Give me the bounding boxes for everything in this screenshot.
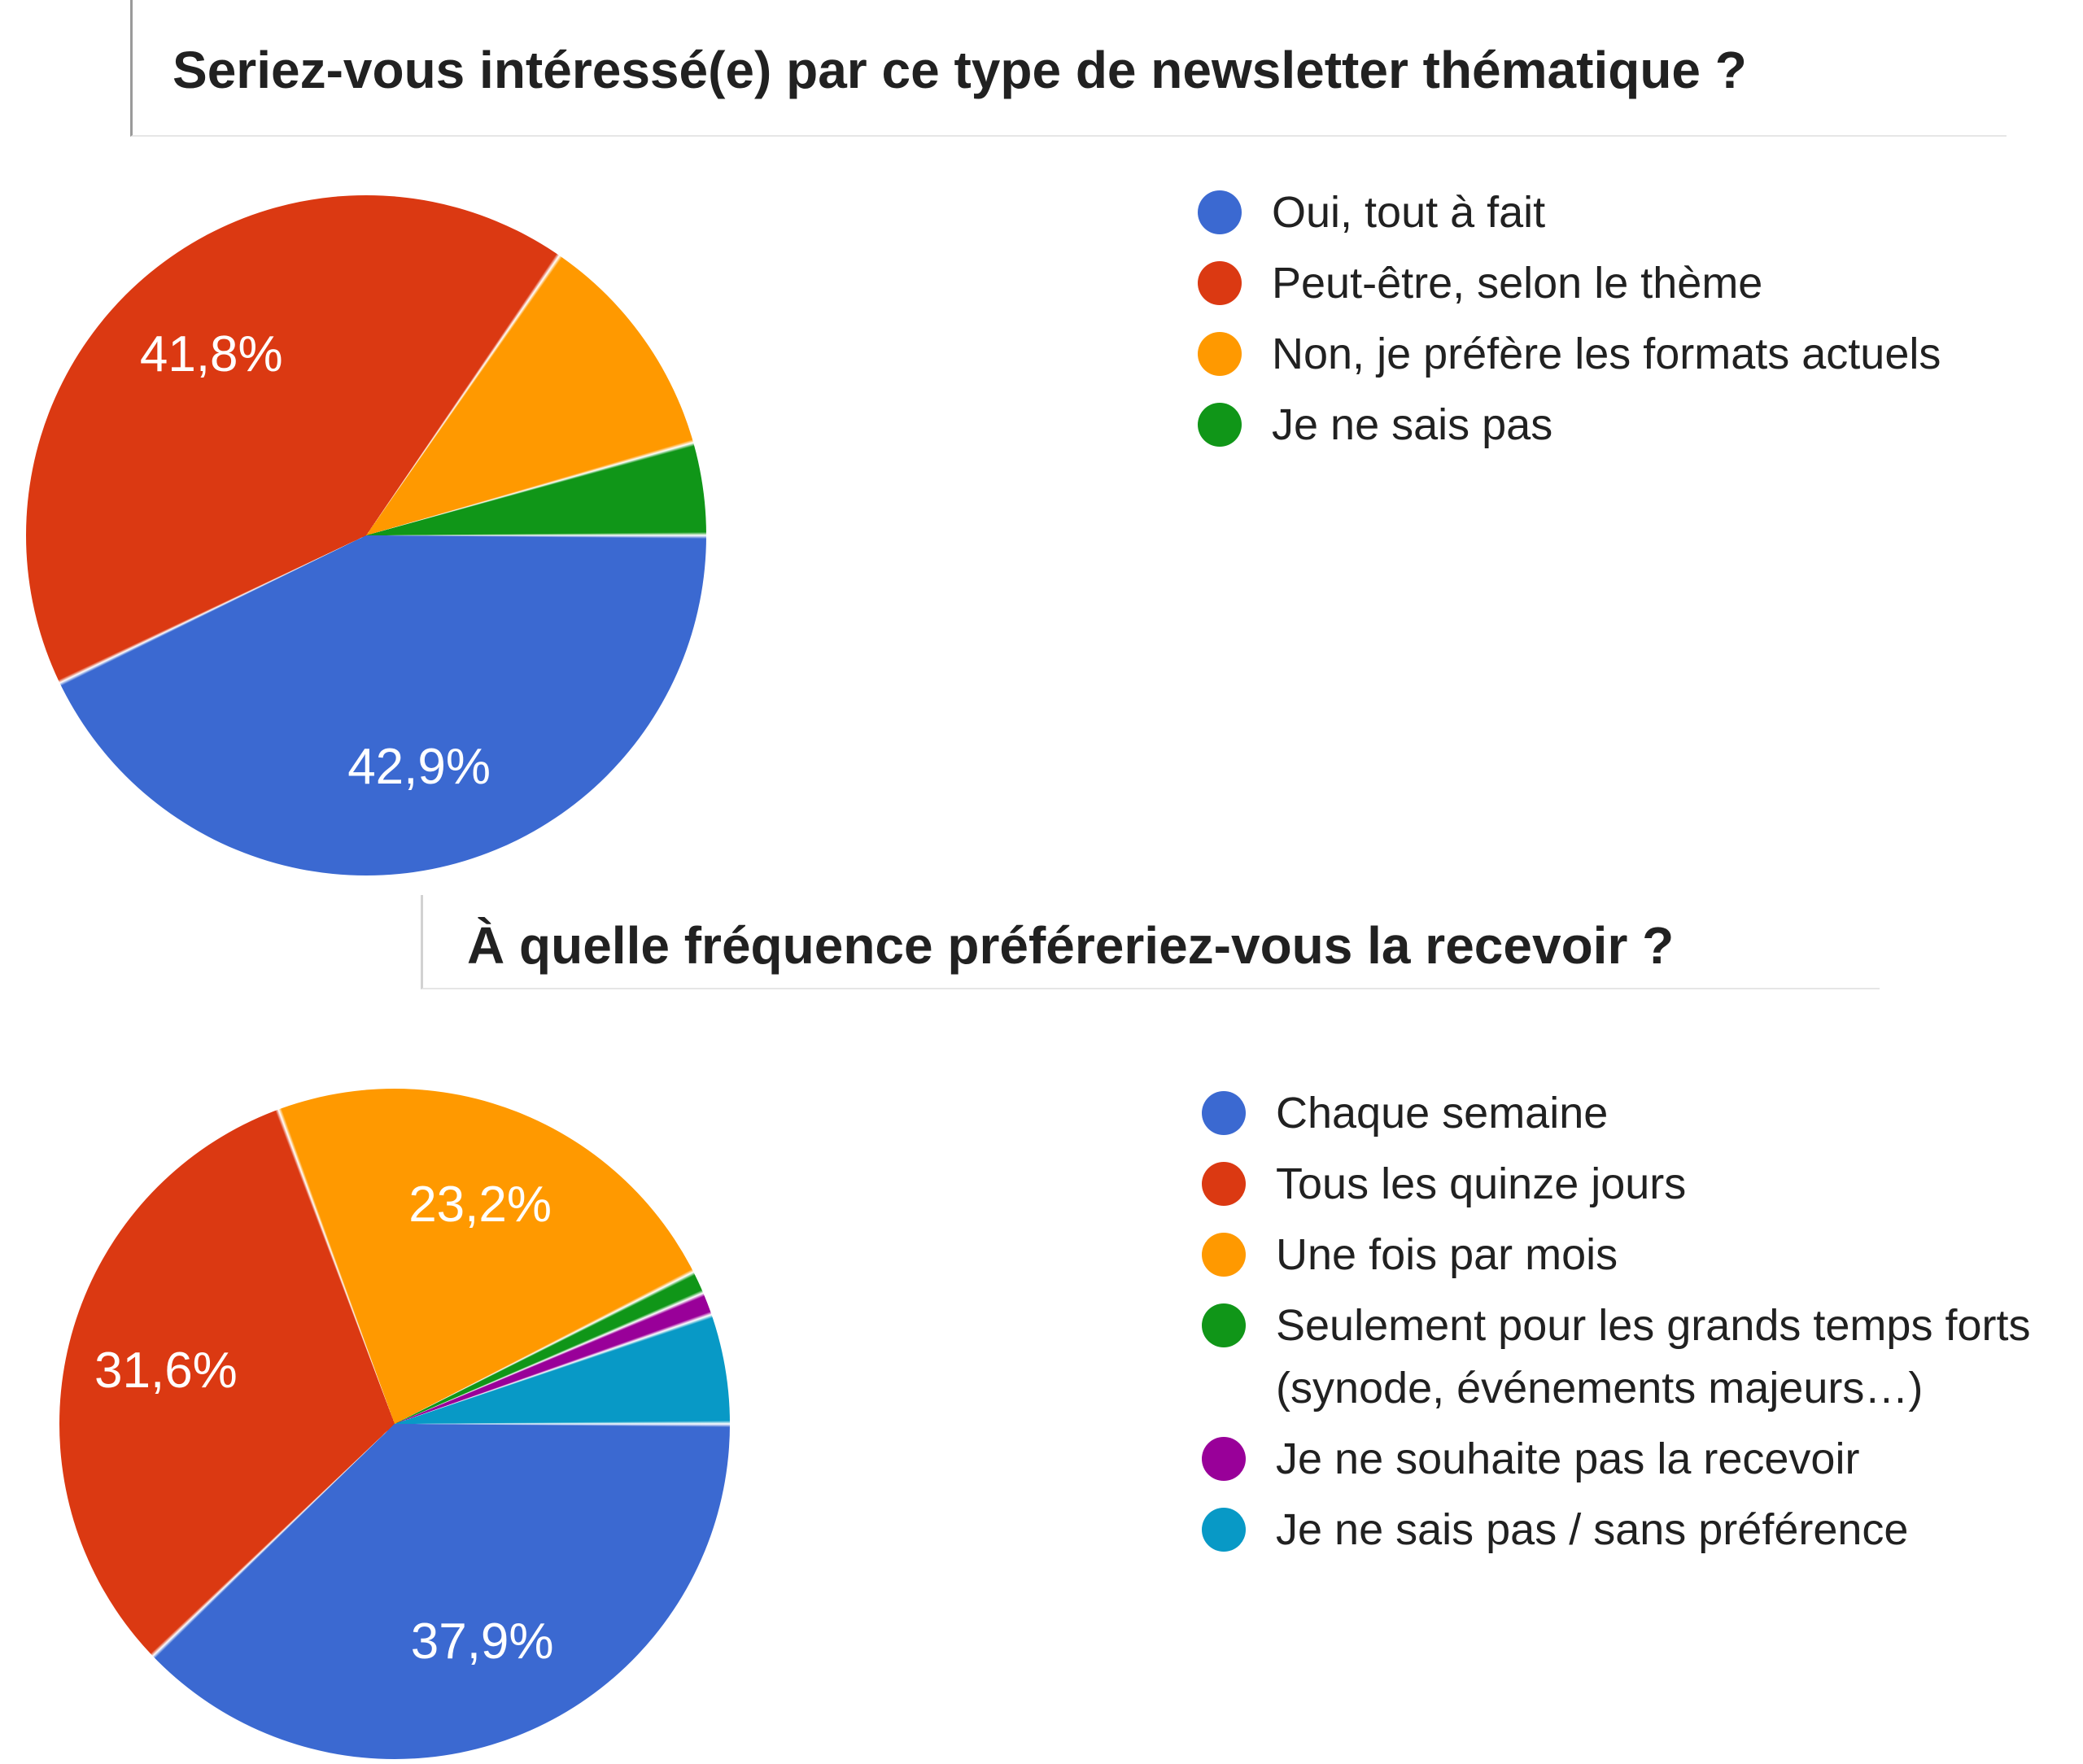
blue-swatch-icon <box>1198 190 1242 234</box>
blue-swatch-icon <box>1202 1091 1246 1135</box>
pie-chart-1[interactable] <box>26 195 706 875</box>
question-title-2: À quelle fréquence préféreriez-vous la r… <box>467 916 1675 975</box>
legend-item: Seulement pour les grands temps forts (sy… <box>1202 1302 2030 1412</box>
legend-label: Je ne sais pas <box>1272 400 1553 449</box>
legend-label: Chaque semaine <box>1276 1089 1609 1137</box>
legend-item: Chaque semaine <box>1202 1089 2030 1137</box>
legend-item: Une fois par mois <box>1202 1231 2030 1278</box>
legend-2: Chaque semaine Tous les quinze jours Une f… <box>1202 1089 2030 1577</box>
legend-label: Une fois par mois <box>1276 1230 1618 1279</box>
legend-label: Tous les quinze jours <box>1276 1159 1687 1208</box>
legend-item: Non, je préfère les formats actuels <box>1198 330 1941 378</box>
legend-label: Je ne sais pas / sans préférence <box>1276 1505 1909 1554</box>
question-title-1: Seriez-vous intéressé(e) par ce type de … <box>172 41 1747 99</box>
pie-slice-label: 31,6% <box>94 1343 238 1399</box>
legend-item: Je ne souhaite pas la recevoir <box>1202 1435 2030 1482</box>
question-title-card-1 <box>130 0 2007 137</box>
pie-slice-label: 42,9% <box>347 739 491 796</box>
pie-slice-label: 37,9% <box>410 1613 554 1670</box>
pie-slice-label: 41,8% <box>139 325 283 382</box>
green-swatch-icon <box>1198 403 1242 447</box>
legend-item: Oui, tout à fait <box>1198 189 1941 236</box>
purple-swatch-icon <box>1202 1437 1246 1481</box>
legend-1: Oui, tout à fait Peut-être, selon le thèm… <box>1198 189 1941 472</box>
pie-slice-label: 23,2% <box>408 1177 552 1233</box>
legend-item: Tous les quinze jours <box>1202 1160 2030 1207</box>
legend-item: Je ne sais pas / sans préférence <box>1202 1506 2030 1553</box>
orange-swatch-icon <box>1202 1233 1246 1277</box>
orange-swatch-icon <box>1198 332 1242 376</box>
legend-item: Peut-être, selon le thème <box>1198 260 1941 307</box>
legend-item: Je ne sais pas <box>1198 401 1941 448</box>
legend-label: Oui, tout à fait <box>1272 188 1546 237</box>
question-title-card-2 <box>421 895 1880 989</box>
red-swatch-icon <box>1202 1162 1246 1206</box>
legend-label: Seulement pour les grands temps forts (sy… <box>1276 1301 2031 1413</box>
pie-chart-2[interactable] <box>59 1089 730 1759</box>
teal-swatch-icon <box>1202 1508 1246 1552</box>
legend-label: Je ne souhaite pas la recevoir <box>1276 1434 1860 1483</box>
green-swatch-icon <box>1202 1303 1246 1347</box>
legend-label: Peut-être, selon le thème <box>1272 259 1763 308</box>
legend-label: Non, je préfère les formats actuels <box>1272 330 1941 378</box>
red-swatch-icon <box>1198 261 1242 305</box>
